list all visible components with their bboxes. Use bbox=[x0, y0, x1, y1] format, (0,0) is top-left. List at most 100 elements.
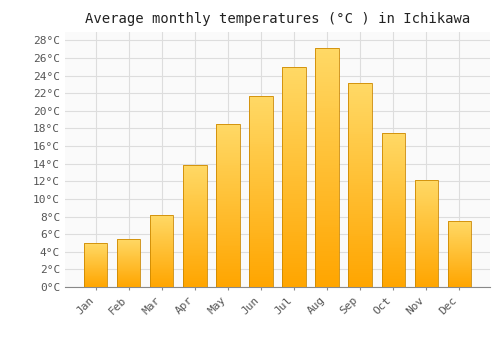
Bar bbox=[184, 262, 206, 264]
Bar bbox=[282, 106, 306, 108]
Bar bbox=[216, 165, 240, 166]
Bar bbox=[118, 256, 141, 257]
Bar bbox=[184, 222, 206, 223]
Bar bbox=[414, 261, 438, 262]
Bar bbox=[348, 167, 372, 169]
Bar bbox=[316, 153, 338, 156]
Bar bbox=[250, 218, 272, 220]
Bar bbox=[118, 268, 141, 269]
Bar bbox=[118, 258, 141, 259]
Bar bbox=[250, 105, 272, 107]
Bar bbox=[184, 270, 206, 271]
Bar bbox=[216, 168, 240, 170]
Bar bbox=[150, 275, 174, 276]
Bar bbox=[382, 150, 404, 151]
Bar bbox=[382, 219, 404, 221]
Bar bbox=[282, 250, 306, 252]
Bar bbox=[414, 224, 438, 225]
Bar bbox=[348, 246, 372, 248]
Bar bbox=[184, 216, 206, 217]
Bar bbox=[316, 280, 338, 282]
Bar bbox=[282, 282, 306, 285]
Bar bbox=[316, 144, 338, 146]
Bar bbox=[84, 253, 108, 254]
Bar bbox=[118, 242, 141, 243]
Bar bbox=[216, 175, 240, 176]
Bar bbox=[316, 165, 338, 168]
Bar bbox=[150, 242, 174, 243]
Bar bbox=[184, 187, 206, 188]
Bar bbox=[448, 266, 470, 267]
Bar bbox=[250, 264, 272, 266]
Bar bbox=[348, 85, 372, 88]
Bar bbox=[184, 244, 206, 245]
Bar bbox=[184, 208, 206, 209]
Bar bbox=[118, 282, 141, 283]
Bar bbox=[282, 135, 306, 137]
Bar bbox=[118, 276, 141, 277]
Bar bbox=[250, 151, 272, 153]
Bar bbox=[150, 264, 174, 265]
Bar bbox=[382, 188, 404, 190]
Bar bbox=[250, 109, 272, 111]
Bar bbox=[84, 251, 108, 252]
Bar bbox=[316, 223, 338, 225]
Bar bbox=[184, 171, 206, 172]
Bar bbox=[184, 258, 206, 259]
Bar bbox=[216, 220, 240, 222]
Bar bbox=[150, 238, 174, 239]
Bar bbox=[382, 245, 404, 247]
Bar bbox=[282, 89, 306, 91]
Bar bbox=[250, 176, 272, 178]
Bar bbox=[348, 88, 372, 90]
Bar bbox=[84, 272, 108, 273]
Bar bbox=[316, 232, 338, 234]
Bar bbox=[382, 147, 404, 148]
Bar bbox=[282, 272, 306, 274]
Bar bbox=[348, 218, 372, 220]
Bar bbox=[282, 205, 306, 208]
Bar bbox=[382, 242, 404, 244]
Bar bbox=[150, 278, 174, 279]
Bar bbox=[448, 258, 470, 259]
Bar bbox=[216, 282, 240, 284]
Bar bbox=[216, 246, 240, 248]
Bar bbox=[184, 254, 206, 255]
Bar bbox=[150, 246, 174, 247]
Bar bbox=[316, 96, 338, 98]
Bar bbox=[216, 241, 240, 243]
Bar bbox=[282, 241, 306, 243]
Bar bbox=[316, 103, 338, 106]
Bar bbox=[150, 265, 174, 266]
Bar bbox=[118, 269, 141, 270]
Bar bbox=[216, 235, 240, 237]
Bar bbox=[282, 146, 306, 148]
Bar bbox=[316, 122, 338, 125]
Bar bbox=[184, 164, 206, 287]
Bar bbox=[216, 285, 240, 287]
Bar bbox=[282, 96, 306, 98]
Bar bbox=[448, 236, 470, 237]
Bar bbox=[150, 241, 174, 242]
Bar bbox=[216, 237, 240, 238]
Bar bbox=[414, 274, 438, 275]
Bar bbox=[382, 224, 404, 225]
Bar bbox=[382, 227, 404, 229]
Bar bbox=[414, 259, 438, 260]
Bar bbox=[316, 60, 338, 63]
Bar bbox=[250, 182, 272, 184]
Bar bbox=[414, 196, 438, 197]
Bar bbox=[316, 65, 338, 67]
Bar bbox=[118, 253, 141, 254]
Bar bbox=[150, 258, 174, 259]
Bar bbox=[84, 248, 108, 249]
Bar bbox=[150, 215, 174, 287]
Bar bbox=[216, 279, 240, 280]
Bar bbox=[448, 249, 470, 250]
Bar bbox=[316, 127, 338, 130]
Bar bbox=[282, 285, 306, 287]
Bar bbox=[282, 274, 306, 276]
Bar bbox=[250, 136, 272, 138]
Bar bbox=[348, 104, 372, 106]
Bar bbox=[250, 113, 272, 115]
